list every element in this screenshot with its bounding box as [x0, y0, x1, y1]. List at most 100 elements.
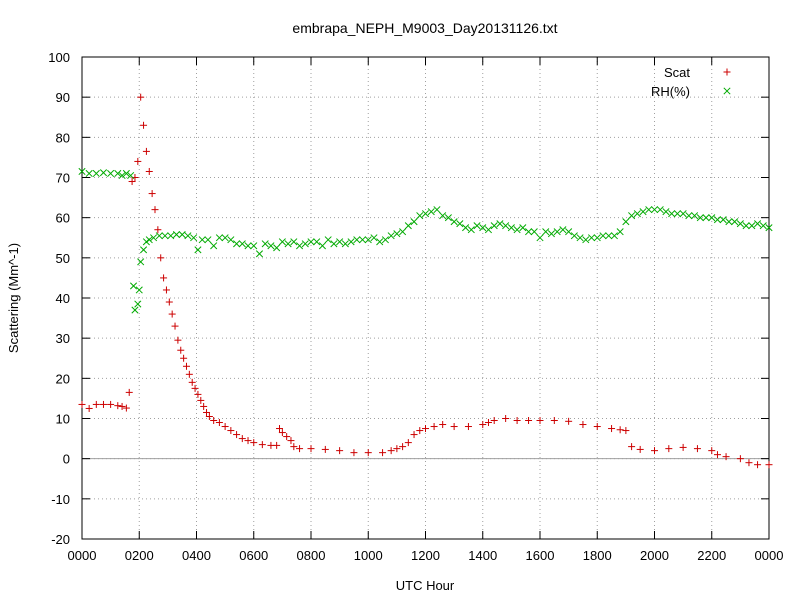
scat-point	[450, 423, 458, 431]
scat-point	[622, 427, 630, 435]
rh-point	[633, 210, 641, 218]
rh-point	[129, 282, 138, 290]
scat-point	[171, 322, 179, 330]
legend-marker-scat	[723, 68, 731, 76]
rh-point	[301, 240, 309, 248]
scat-point	[210, 417, 218, 425]
scat-point	[525, 417, 533, 425]
rh-point	[673, 210, 681, 218]
rh-point	[233, 240, 241, 248]
rh-point	[410, 218, 418, 226]
rh-point	[685, 212, 693, 220]
scat-point	[162, 286, 170, 294]
scat-point	[92, 400, 100, 408]
rh-point	[330, 240, 338, 248]
scat-point	[379, 449, 387, 457]
rh-point	[450, 218, 458, 226]
x-tick-label: 0200	[125, 548, 154, 563]
y-tick-label: -20	[51, 532, 70, 547]
scat-point	[233, 431, 241, 439]
rh-point	[135, 286, 143, 294]
rh-point	[131, 306, 139, 314]
y-tick-label: 90	[56, 90, 70, 105]
rh-point	[736, 220, 744, 228]
scat-point	[736, 455, 744, 463]
scat-point	[410, 431, 418, 439]
rh-point	[696, 214, 704, 222]
rh-point	[127, 171, 135, 180]
rh-point	[610, 232, 618, 240]
scat-point	[708, 447, 716, 455]
rh-point	[742, 222, 750, 230]
rh-point	[765, 224, 773, 232]
scat-point	[387, 447, 395, 455]
scat-point	[203, 408, 211, 416]
scat-point	[182, 362, 190, 370]
rh-point	[290, 238, 298, 246]
scat-point	[479, 421, 487, 429]
rh-point	[261, 240, 269, 248]
rh-point	[210, 242, 218, 250]
scat-point	[205, 412, 213, 420]
rh-point	[570, 232, 578, 240]
grid	[82, 57, 769, 539]
scat-point	[321, 445, 329, 453]
scat-point	[107, 400, 115, 408]
x-tick-label: 0800	[297, 548, 326, 563]
scat-point	[608, 425, 616, 433]
rh-point	[267, 242, 275, 250]
rh-point	[78, 167, 86, 176]
scat-point	[745, 459, 753, 467]
scat-point	[78, 400, 86, 408]
scat-point	[227, 427, 235, 435]
rh-point	[650, 206, 659, 214]
rh-point	[134, 300, 142, 308]
rh-point	[731, 218, 739, 226]
rh-point	[118, 171, 126, 180]
rh-point	[167, 232, 175, 240]
rh-point	[662, 208, 670, 216]
x-tick-label: 1000	[354, 548, 383, 563]
rh-point	[439, 212, 447, 220]
rh-point	[628, 212, 636, 220]
rh-point	[753, 220, 762, 228]
rh-point	[284, 240, 292, 248]
scat-point	[765, 461, 773, 469]
scat-point	[628, 443, 636, 451]
scat-point	[191, 384, 199, 392]
rh-point	[324, 236, 332, 244]
scat-point	[430, 423, 438, 431]
rh-legend-symbol	[723, 87, 731, 95]
scat-point	[128, 178, 136, 186]
scat-point	[490, 417, 498, 425]
scat-point	[693, 445, 701, 453]
scat-point	[160, 274, 168, 282]
rh-point	[358, 236, 367, 244]
scat-point	[194, 390, 202, 398]
scat-point	[679, 443, 687, 451]
legend: Scat RH(%)	[651, 65, 731, 99]
rh-point	[381, 236, 389, 244]
rh-point	[691, 212, 699, 220]
scat-point	[307, 445, 315, 453]
rh-point	[393, 230, 401, 238]
rh-point	[364, 236, 372, 244]
rh-point	[708, 214, 716, 222]
scat-point	[616, 426, 624, 434]
x-tick-label: 0600	[239, 548, 268, 563]
scat-point	[148, 190, 156, 198]
scat-point	[114, 402, 122, 410]
series-scat	[78, 93, 773, 469]
scat-point	[238, 435, 246, 443]
rh-point	[387, 232, 395, 240]
scat-point	[393, 445, 401, 453]
scat-point	[439, 421, 447, 429]
y-tick-label: 80	[56, 130, 70, 145]
rh-point	[479, 224, 487, 232]
rh-point	[553, 228, 561, 236]
scat-point	[142, 147, 150, 155]
rh-point	[616, 228, 624, 236]
rh-point	[519, 224, 527, 232]
rh-point	[399, 228, 407, 236]
rh-point	[99, 169, 108, 177]
